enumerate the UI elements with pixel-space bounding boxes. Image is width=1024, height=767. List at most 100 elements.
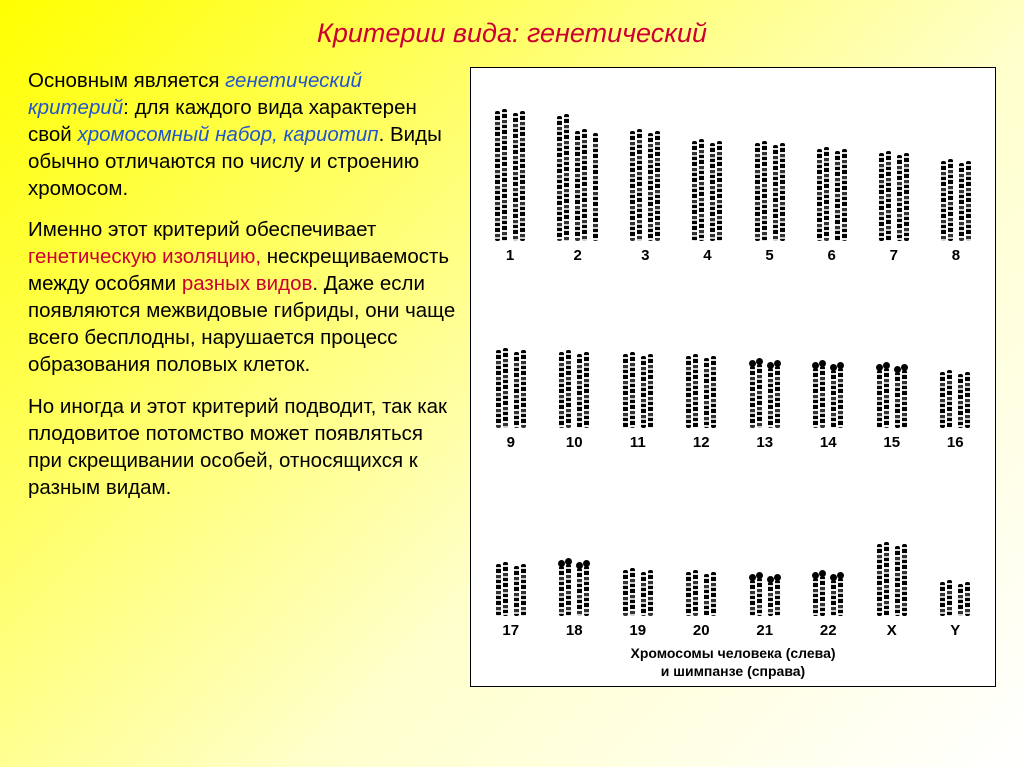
chromatid: [557, 116, 562, 241]
chromatid: [824, 147, 829, 241]
human-pair: [940, 580, 952, 616]
chromosome-cell: 19: [623, 568, 653, 639]
chimp-pair: [831, 578, 843, 616]
chromosome-pair-group: [496, 348, 526, 428]
chromosome-pair-group: [941, 159, 971, 241]
chromosome-label: 6: [828, 247, 836, 264]
chromosome-pair-group: [557, 114, 598, 241]
chimp-pair: [897, 153, 909, 241]
p2-emph-isolation: генетическую изоляцию,: [28, 245, 261, 268]
human-pair: [559, 564, 571, 616]
chromosome-cell: 8: [941, 159, 971, 264]
chromosome-pair-group: [686, 354, 716, 428]
chromosome-pair-group: [750, 578, 780, 616]
chromatid: [877, 544, 882, 616]
chromatid: [757, 578, 762, 616]
chromosome-pair-group: [940, 580, 970, 616]
chromosome-pair-group: [755, 141, 785, 241]
p1-text-a: Основным является: [28, 69, 225, 92]
chromosome-cell: 16: [940, 370, 970, 451]
chromosome-cell: Y: [940, 580, 970, 639]
chromatid: [879, 153, 884, 241]
chimp-pair: [958, 582, 970, 616]
karyotype-caption: Хромосомы человека (слева)и шимпанзе (сп…: [479, 641, 987, 680]
chromatid: [813, 578, 818, 616]
chromosome-pair-group: [559, 564, 589, 616]
slide: Критерии вида: генетический Основным явл…: [0, 0, 1024, 767]
karyotype-figure: 12345678910111213141516171819202122XYХро…: [470, 67, 996, 687]
chromatid: [648, 354, 653, 428]
chimp-pair: [895, 370, 907, 428]
human-pair: [750, 364, 762, 428]
chromatid: [762, 141, 767, 241]
chromatid: [692, 141, 697, 241]
chromatid: [566, 350, 571, 428]
chromatid: [496, 564, 501, 616]
chimp-pair: [831, 368, 843, 428]
chromosome-cell: 10: [559, 350, 589, 451]
chromosome-pair-group: [496, 562, 526, 616]
chimp-pair: [704, 572, 716, 616]
chromosome-pair-group: [813, 576, 843, 616]
human-pair: [813, 576, 825, 616]
chromosome-cell: X: [877, 542, 907, 639]
chromatid: [648, 133, 653, 241]
chromatid: [559, 352, 564, 428]
chromosome-cell: 17: [496, 562, 526, 639]
chromatid: [750, 366, 755, 428]
chromosome-cell: 2: [557, 114, 598, 264]
chromatid: [693, 354, 698, 428]
chimp-pair: [895, 544, 907, 616]
human-pair: [623, 568, 635, 616]
chromatid: [577, 568, 582, 616]
karyotype-row: 12345678: [479, 78, 987, 266]
chromosome-cell: 5: [755, 141, 785, 264]
chromosome-label: 1: [506, 247, 514, 264]
chromosome-pair-group: [817, 147, 847, 241]
chromosome-label: Y: [950, 622, 960, 639]
chromatid: [902, 544, 907, 616]
chromosome-cell: 11: [623, 352, 653, 451]
karyotype-row: 910111213141516: [479, 266, 987, 454]
human-pair: [686, 354, 698, 428]
human-pair: [750, 578, 762, 616]
chromosome-pair-group: [750, 364, 780, 428]
chromatid: [820, 366, 825, 428]
chromatid: [897, 155, 902, 241]
chimp-pair: [575, 129, 587, 241]
chromatid: [940, 582, 945, 616]
human-pair: [813, 366, 825, 428]
chromosome-pair-group: [559, 350, 589, 428]
chromosome-pair-group: [940, 370, 970, 428]
chimp-pair: [958, 372, 970, 428]
chromatid: [966, 161, 971, 241]
chromatid: [904, 153, 909, 241]
karyotype-row: 171819202122XY: [479, 453, 987, 641]
chromosome-pair-group: [630, 129, 660, 241]
chimp-pair: [641, 354, 653, 428]
chromatid: [817, 149, 822, 241]
chromatid: [503, 562, 508, 616]
chromosome-cell: 4: [692, 139, 722, 264]
chromosome-label: 8: [952, 247, 960, 264]
human-pair: [692, 139, 704, 241]
chromatid: [768, 582, 773, 616]
chromatid: [838, 368, 843, 428]
chromatid: [514, 352, 519, 428]
page-title: Критерии вида: генетический: [28, 18, 996, 49]
chromosome-pair-group: [623, 352, 653, 428]
human-pair: [817, 147, 829, 241]
chromosome-cell: 12: [686, 354, 716, 451]
chromosome-label: 15: [883, 434, 900, 451]
chromatid: [947, 370, 952, 428]
human-pair: [630, 129, 642, 241]
chromosome-cell: 20: [686, 570, 716, 639]
chromatid: [502, 109, 507, 241]
chromatid: [584, 352, 589, 428]
chromosome-pair-group: [877, 542, 907, 616]
chromatid: [559, 566, 564, 616]
chromosome-label: 18: [566, 622, 583, 639]
human-pair: [941, 159, 953, 241]
chromatid: [495, 111, 500, 241]
chromosome-label: 5: [765, 247, 773, 264]
